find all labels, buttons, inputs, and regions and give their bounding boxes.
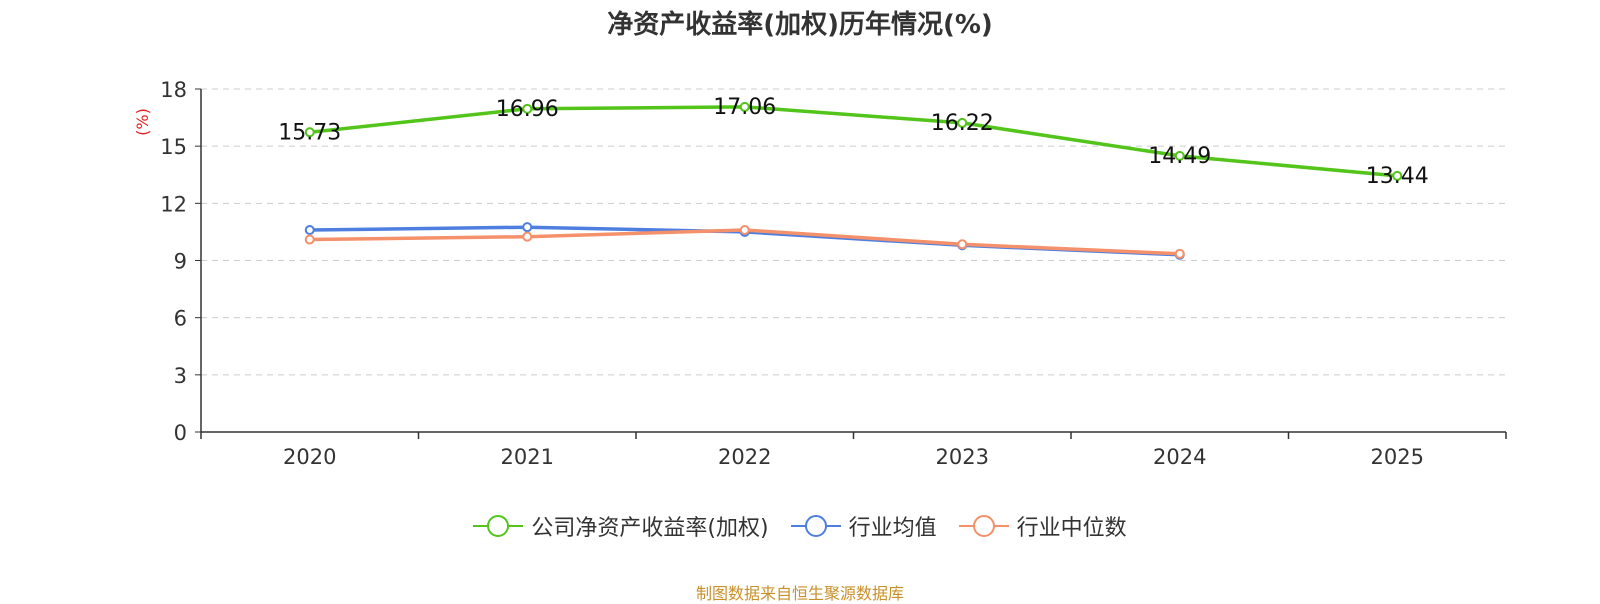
y-tick-label: 15 — [160, 135, 187, 159]
data-point-0-2022 — [739, 101, 750, 112]
data-label-2021: 16.96 — [496, 97, 559, 122]
data-point-0-2025 — [1392, 170, 1403, 181]
data-label-2024: 14.49 — [1148, 144, 1211, 169]
y-tick-label: 0 — [174, 421, 187, 445]
grid-layer — [201, 88, 1506, 376]
data-point-0-2024 — [1174, 150, 1185, 161]
data-point-0-2023 — [957, 117, 968, 128]
data-point-1-2020 — [304, 225, 315, 236]
x-tick-label: 2020 — [283, 445, 336, 469]
data-point-0-2021 — [522, 103, 533, 114]
legend-marker-industry-median — [958, 515, 1009, 537]
x-tick-label: 2023 — [936, 445, 989, 469]
legend-item-company[interactable]: 公司净资产收益率(加权) — [473, 510, 769, 542]
data-label-2025: 13.44 — [1366, 164, 1429, 189]
y-tick-label: 3 — [174, 364, 187, 388]
data-label-2020: 15.73 — [278, 120, 341, 145]
x-tick-label: 2025 — [1371, 445, 1424, 469]
y-tick-label: 18 — [160, 78, 187, 102]
legend-item-industry-median[interactable]: 行业中位数 — [958, 510, 1127, 542]
x-tick-label: 2021 — [501, 445, 554, 469]
legend-marker-company — [473, 515, 524, 537]
data-point-2-2023 — [957, 239, 968, 250]
series-layer — [304, 101, 1403, 260]
x-tick-label: 2022 — [718, 445, 771, 469]
data-point-2-2021 — [522, 231, 533, 242]
data-point-0-2020 — [304, 127, 315, 138]
axis-layer: 0 3 6 9 12 15 18 2020 2021 2022 2023 2024 2025 — [160, 78, 1507, 469]
legend-marker-industry-mean — [790, 515, 841, 537]
x-tick-label: 2024 — [1153, 445, 1206, 469]
y-tick-label: 12 — [160, 192, 187, 216]
data-point-2-2020 — [304, 234, 315, 245]
y-tick-label: 6 — [174, 307, 187, 331]
chart-title: 净资产收益率(加权)历年情况(%) — [607, 10, 993, 40]
data-point-2-2024 — [1174, 248, 1185, 259]
source-note: 制图数据来自恒生聚源数据库 — [695, 584, 904, 603]
legend-label-company: 公司净资产收益率(加权) — [531, 516, 769, 541]
series-line-0 — [308, 105, 1400, 178]
data-point-2-2022 — [739, 225, 750, 236]
legend-label-industry-median: 行业中位数 — [1016, 516, 1127, 541]
data-label-2023: 16.22 — [931, 111, 994, 136]
legend-item-industry-mean[interactable]: 行业均值 — [790, 510, 937, 542]
data-point-1-2021 — [522, 222, 533, 233]
legend: 公司净资产收益率(加权) 行业均值 行业中位数 — [0, 510, 1600, 542]
legend-label-industry-mean: 行业均值 — [848, 516, 937, 541]
y-axis-label: (%) — [133, 108, 152, 136]
label-layer: 15.73 16.96 17.06 16.22 14.49 13.44 — [278, 95, 1428, 189]
y-tick-label: 9 — [174, 250, 187, 274]
data-label-2022: 17.06 — [713, 95, 776, 120]
